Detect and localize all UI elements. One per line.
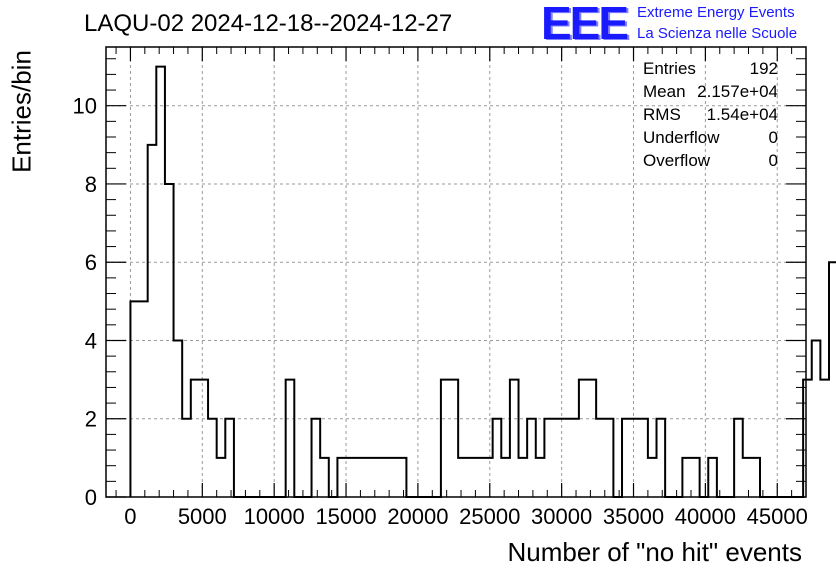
x-axis-label: Number of "no hit" events — [507, 537, 803, 567]
x-tick-label: 20000 — [387, 504, 448, 529]
histogram-bin — [355, 458, 364, 497]
histogram-bin — [743, 458, 752, 497]
histogram-bin — [803, 380, 812, 497]
histogram-bin — [337, 458, 346, 497]
grid-lines — [106, 47, 806, 497]
stat-mean-label: Mean — [643, 82, 686, 101]
x-tick-label: 5000 — [178, 504, 227, 529]
y-tick-label: 8 — [85, 172, 97, 197]
x-tick-label: 15000 — [315, 504, 376, 529]
histogram-bin — [493, 419, 502, 497]
histogram-bin — [639, 419, 648, 497]
stat-entries-label: Entries — [643, 59, 696, 78]
y-tick-label: 4 — [85, 328, 97, 353]
y-axis-ticks — [106, 58, 806, 498]
histogram-bin — [450, 380, 459, 497]
x-tick-label: 40000 — [675, 504, 736, 529]
histogram-bin — [139, 301, 148, 497]
histogram-bin — [467, 458, 476, 497]
stat-underflow-value: 0 — [768, 128, 778, 147]
histogram-bin — [527, 419, 536, 497]
histogram-bin — [208, 419, 217, 497]
histogram-bin — [510, 380, 519, 497]
y-tick-label: 6 — [85, 250, 97, 275]
histogram-bin — [812, 340, 821, 497]
x-tick-label: 45000 — [747, 504, 808, 529]
stat-rms-label: RMS — [643, 105, 681, 124]
stat-rms-value: 1.54e+04 — [706, 105, 778, 124]
histogram-bin — [156, 67, 165, 497]
histogram-bin — [829, 262, 836, 497]
histogram-step-line — [129, 65, 836, 498]
x-tick-labels: 0 5000 10000 15000 20000 25000 30000 35000 40000… — [124, 504, 808, 529]
histogram-bin — [398, 458, 407, 497]
histogram-bin — [562, 419, 571, 497]
histogram-bin — [312, 419, 321, 497]
histogram-bin — [820, 380, 829, 497]
stat-entries-value: 192 — [749, 59, 778, 78]
y-axis-label: Entries/bin — [6, 50, 37, 173]
histogram-bin — [648, 458, 657, 497]
chart-title: LAQU-02 2024-12-18--2024-12-27 — [84, 10, 453, 37]
histogram-bin — [605, 419, 614, 497]
histogram-bin — [579, 380, 588, 497]
histogram-bin — [217, 458, 226, 497]
x-tick-label: 35000 — [603, 504, 664, 529]
histogram-bin — [484, 458, 493, 497]
histogram-bins — [130, 67, 836, 497]
histogram-bin — [475, 458, 484, 497]
histogram-bin — [389, 458, 398, 497]
histogram-bin — [320, 458, 329, 497]
histogram-bin — [536, 458, 545, 497]
histogram-bin — [751, 458, 760, 497]
y-tick-labels: 0 2 4 6 8 10 — [73, 94, 97, 510]
histogram-bin — [225, 419, 234, 497]
histogram-bin — [682, 458, 691, 497]
plot-frame — [105, 46, 807, 498]
logo-line-1: Extreme Energy Events — [637, 4, 795, 21]
stat-overflow-value: 0 — [768, 151, 778, 170]
histogram-bin — [657, 419, 666, 497]
histogram-bin — [199, 380, 208, 497]
stat-mean-value: 2.157e+04 — [697, 82, 778, 101]
histogram-bin — [501, 458, 510, 497]
histogram-bin — [596, 419, 605, 497]
histogram-bin — [191, 380, 200, 497]
y-tick-label: 0 — [85, 485, 97, 510]
histogram-bin — [130, 301, 139, 497]
stat-overflow-label: Overflow — [643, 151, 711, 170]
histogram-bin — [734, 419, 743, 497]
histogram-bin — [286, 380, 295, 497]
histogram-bin — [441, 380, 450, 497]
stat-underflow-label: Underflow — [643, 128, 720, 147]
histogram-bin — [708, 458, 717, 497]
x-tick-label: 10000 — [244, 504, 305, 529]
x-tick-label: 0 — [124, 504, 136, 529]
histogram-bin — [148, 145, 157, 497]
histogram-bin — [458, 458, 467, 497]
histogram-bin — [346, 458, 355, 497]
x-tick-label: 30000 — [531, 504, 592, 529]
y-tick-label: 10 — [73, 94, 97, 119]
histogram-bin — [631, 419, 640, 497]
histogram-bin — [182, 419, 191, 497]
histogram-bin — [553, 419, 562, 497]
histogram-bin — [691, 458, 700, 497]
histogram-bin — [588, 380, 597, 497]
y-tick-label: 2 — [85, 407, 97, 432]
histogram-bin — [372, 458, 381, 497]
histogram-bin — [381, 458, 390, 497]
histogram-bin — [570, 419, 579, 497]
eee-logo: EEE — [541, 0, 629, 49]
histogram-bin — [622, 419, 631, 497]
x-tick-label: 25000 — [459, 504, 520, 529]
histogram-bin — [363, 458, 372, 497]
histogram-bin — [519, 458, 528, 497]
histogram-bin — [544, 419, 553, 497]
logo-line-2: La Scienza nelle Scuole — [637, 25, 798, 42]
